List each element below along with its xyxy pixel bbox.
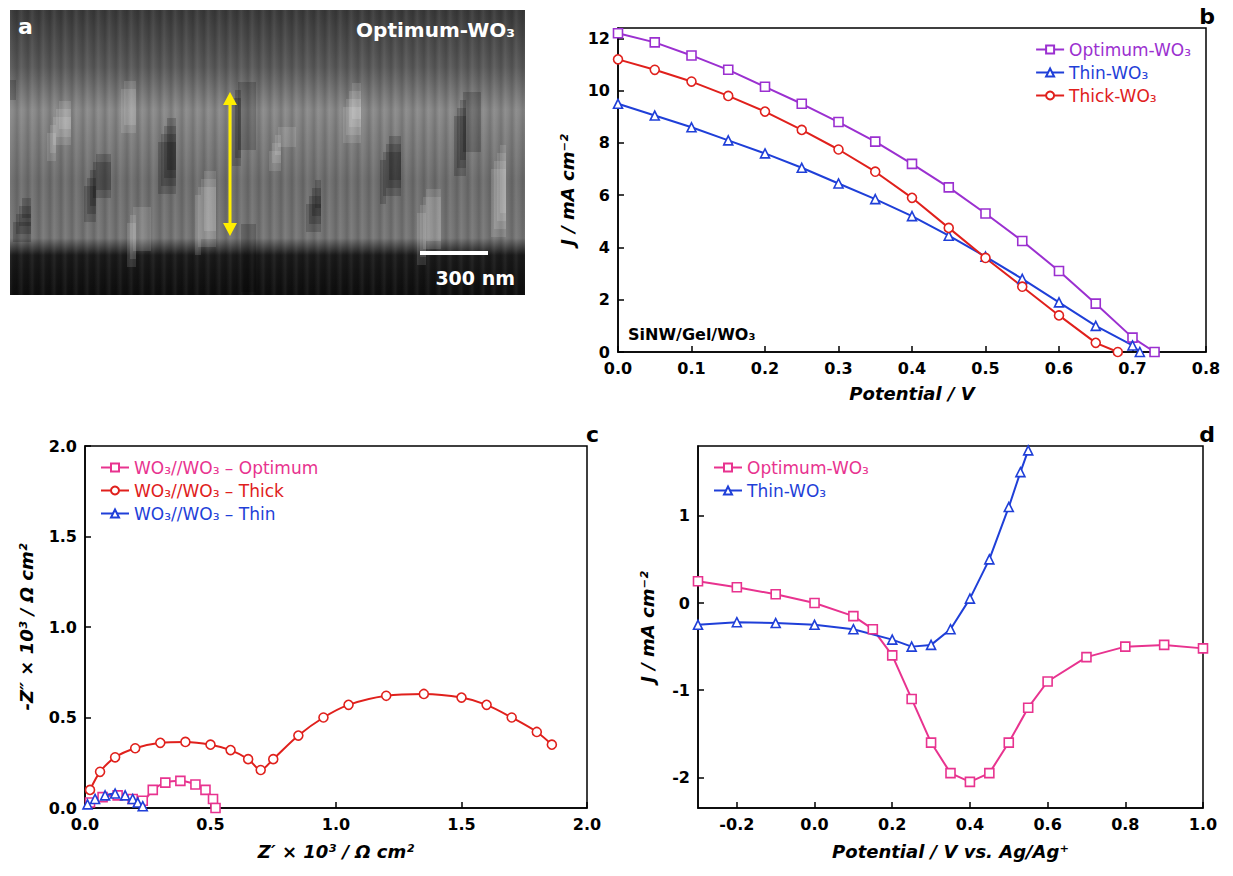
svg-text:0.5: 0.5: [196, 815, 224, 834]
svg-text:0.0: 0.0: [71, 815, 99, 834]
svg-text:1.5: 1.5: [49, 527, 77, 546]
svg-text:0.8: 0.8: [1111, 815, 1139, 834]
svg-text:1.0: 1.0: [1189, 815, 1217, 834]
svg-text:0.0: 0.0: [800, 815, 828, 834]
svg-text:d: d: [1199, 422, 1215, 447]
svg-text:Optimum-WO₃: Optimum-WO₃: [1069, 40, 1191, 60]
svg-text:0.0: 0.0: [48, 798, 77, 818]
svg-text:0.3: 0.3: [824, 359, 852, 378]
svg-text:WO₃//WO₃ – Thick: WO₃//WO₃ – Thick: [134, 481, 284, 501]
svg-text:Thin-WO₃: Thin-WO₃: [746, 481, 826, 501]
svg-text:10: 10: [588, 81, 610, 100]
svg-text:0.1: 0.1: [677, 359, 705, 378]
svg-text:-1: -1: [672, 681, 690, 700]
svg-text:0.5: 0.5: [49, 708, 77, 727]
svg-text:0.7: 0.7: [1118, 359, 1146, 378]
svg-text:0.8: 0.8: [1192, 359, 1220, 378]
svg-text:8: 8: [599, 133, 610, 152]
svg-text:4: 4: [599, 238, 610, 257]
svg-text:Potential / V vs. Ag/Ag⁺: Potential / V vs. Ag/Ag⁺: [832, 841, 1069, 862]
svg-text:J / mA cm⁻²: J / mA cm⁻²: [637, 571, 658, 686]
svg-text:c: c: [586, 422, 599, 447]
svg-text:1.5: 1.5: [447, 815, 475, 834]
svg-text:Potential / V: Potential / V: [849, 383, 976, 404]
svg-text:0.2: 0.2: [751, 359, 779, 378]
svg-text:2: 2: [599, 290, 610, 309]
svg-text:0: 0: [679, 594, 690, 613]
svg-text:b: b: [1199, 4, 1215, 29]
svg-text:WO₃//WO₃ – Thin: WO₃//WO₃ – Thin: [134, 504, 275, 524]
svg-text:-0.2: -0.2: [719, 815, 754, 834]
svg-text:2.0: 2.0: [49, 437, 77, 456]
svg-text:1: 1: [679, 506, 690, 525]
html-text:a: a: [18, 14, 33, 39]
svg-text:0.6: 0.6: [1045, 359, 1073, 378]
svg-text:0: 0: [598, 342, 610, 362]
html-text:Optimum-WO₃: Optimum-WO₃: [356, 18, 515, 42]
svg-text:0.5: 0.5: [971, 359, 999, 378]
svg-text:12: 12: [588, 29, 610, 48]
svg-text:WO₃//WO₃ – Optimum: WO₃//WO₃ – Optimum: [134, 458, 318, 478]
svg-text:0.4: 0.4: [898, 359, 926, 378]
svg-text:-Z″ × 10³ / Ω cm²: -Z″ × 10³ / Ω cm²: [16, 543, 37, 710]
svg-text:Thin-WO₃: Thin-WO₃: [1068, 63, 1148, 83]
svg-text:0.4: 0.4: [956, 815, 984, 834]
svg-text:Optimum-WO₃: Optimum-WO₃: [747, 458, 869, 478]
svg-text:0.2: 0.2: [878, 815, 906, 834]
svg-text:1.0: 1.0: [322, 815, 350, 834]
svg-text:1.0: 1.0: [49, 618, 77, 637]
svg-text:Z′ × 10³ / Ω cm²: Z′ × 10³ / Ω cm²: [257, 841, 414, 862]
svg-text:0.6: 0.6: [1033, 815, 1061, 834]
svg-text:Thick-WO₃: Thick-WO₃: [1068, 86, 1157, 106]
svg-text:6: 6: [599, 186, 610, 205]
svg-text:J / mA cm⁻²: J / mA cm⁻²: [557, 134, 578, 249]
svg-text:2.0: 2.0: [573, 815, 601, 834]
svg-text:SiNW/Gel/WO₃: SiNW/Gel/WO₃: [628, 325, 755, 344]
html-text:300 nm: 300 nm: [435, 267, 515, 289]
svg-text:-2: -2: [672, 768, 690, 787]
svg-text:0.0: 0.0: [604, 359, 632, 378]
